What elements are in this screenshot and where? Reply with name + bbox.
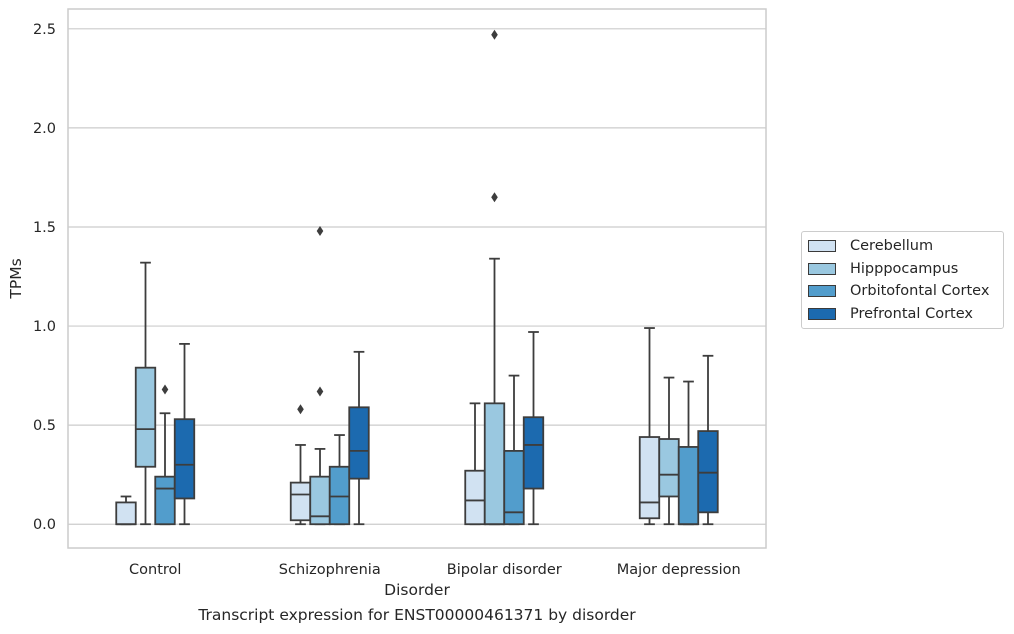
box-body bbox=[522, 416, 545, 490]
outlier-point bbox=[161, 384, 169, 395]
box-body bbox=[134, 366, 157, 468]
chart-caption: Transcript expression for ENST0000046137… bbox=[198, 606, 636, 624]
box-cerebellum-2 bbox=[464, 402, 486, 526]
legend-swatch bbox=[808, 240, 836, 253]
box-body bbox=[328, 465, 351, 526]
outlier-point bbox=[491, 192, 498, 203]
y-tick-label: 1.5 bbox=[33, 220, 56, 236]
box-cerebellum-1 bbox=[289, 404, 312, 526]
x-tick-label: Control bbox=[129, 562, 181, 578]
legend-item: Prefrontal Cortex bbox=[802, 303, 1003, 326]
box-prefrontal-cortex-1 bbox=[348, 350, 370, 526]
legend-label: Cerebellum bbox=[850, 238, 934, 255]
legend-label: Orbitofontal Cortex bbox=[850, 283, 990, 300]
outlier-point bbox=[297, 404, 304, 415]
box-body bbox=[464, 469, 486, 526]
box-hipppocampus-2 bbox=[483, 29, 506, 526]
box-body bbox=[697, 430, 719, 514]
box-body bbox=[483, 402, 506, 526]
legend: Cerebellum Hipppocampus Orbitofontal Corte… bbox=[801, 231, 1004, 329]
outlier-point bbox=[316, 225, 324, 236]
legend-swatch bbox=[808, 262, 836, 275]
box-series bbox=[115, 29, 719, 526]
box-prefrontal-cortex-0 bbox=[173, 342, 196, 526]
legend-swatch bbox=[808, 307, 836, 320]
legend-label: Hipppocampus bbox=[850, 260, 959, 277]
box-orbitofontal-cortex-3 bbox=[677, 380, 700, 526]
outlier-point bbox=[316, 386, 324, 397]
plot-area-frame bbox=[67, 8, 767, 549]
box-body bbox=[677, 446, 700, 526]
box-prefrontal-cortex-2 bbox=[522, 331, 545, 526]
outlier-point bbox=[491, 29, 498, 40]
x-axis-ticks: Control Schizophrenia Bipolar disorder Majo… bbox=[129, 562, 741, 578]
box-body bbox=[289, 481, 312, 522]
x-tick-label: Schizophrenia bbox=[279, 562, 381, 578]
box-body bbox=[348, 406, 370, 480]
x-tick-label: Bipolar disorder bbox=[447, 562, 562, 578]
y-tick-label: 2.5 bbox=[33, 22, 56, 38]
x-tick-label: Major depression bbox=[617, 562, 741, 578]
y-tick-label: 0.5 bbox=[33, 418, 56, 434]
y-tick-label: 1.0 bbox=[33, 319, 56, 335]
legend-item: Hipppocampus bbox=[802, 258, 1003, 281]
box-hipppocampus-0 bbox=[134, 261, 157, 526]
box-body bbox=[115, 501, 137, 526]
box-orbitofontal-cortex-0 bbox=[154, 384, 176, 526]
y-axis-ticks: 0.0 0.5 1.0 1.5 2.0 2.5 bbox=[33, 22, 56, 533]
box-prefrontal-cortex-3 bbox=[697, 354, 719, 526]
box-cerebellum-0 bbox=[115, 495, 137, 526]
box-body bbox=[658, 438, 680, 498]
box-cerebellum-3 bbox=[638, 327, 661, 526]
legend-label: Prefrontal Cortex bbox=[850, 305, 973, 322]
legend-swatch bbox=[808, 285, 836, 298]
box-orbitofontal-cortex-2 bbox=[503, 374, 525, 526]
legend-item: Orbitofontal Cortex bbox=[802, 280, 1003, 303]
box-body bbox=[638, 436, 661, 520]
y-tick-label: 0.0 bbox=[33, 517, 56, 533]
box-body bbox=[154, 475, 176, 526]
y-tick-label: 2.0 bbox=[33, 121, 56, 137]
box-orbitofontal-cortex-1 bbox=[328, 434, 351, 526]
x-axis-title: Disorder bbox=[384, 581, 450, 599]
box-body bbox=[173, 418, 196, 500]
box-hipppocampus-1 bbox=[309, 225, 331, 526]
box-hipppocampus-3 bbox=[658, 376, 680, 526]
legend-item: Cerebellum bbox=[802, 235, 1003, 258]
y-axis-title: TPMs bbox=[7, 258, 25, 299]
